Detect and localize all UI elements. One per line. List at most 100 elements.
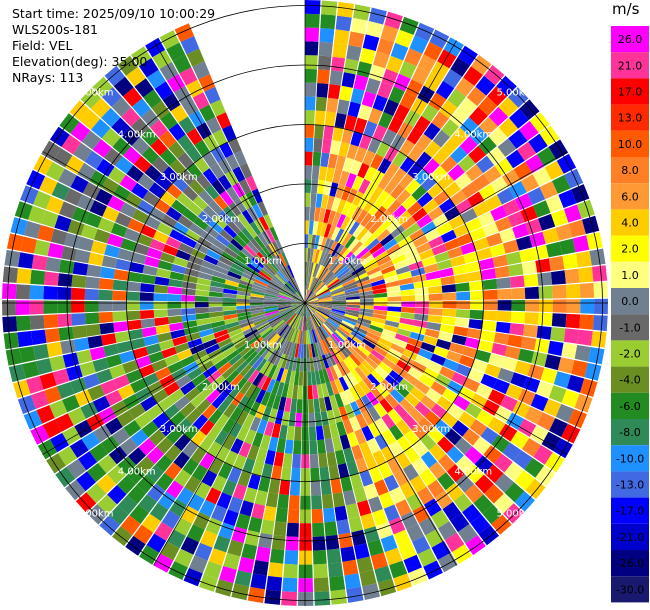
- velocity-gate: [265, 311, 280, 319]
- velocity-gate: [305, 303, 314, 314]
- range-ring-label: 4.00km: [118, 130, 156, 141]
- velocity-gate: [547, 340, 564, 356]
- velocity-gate: [130, 378, 147, 394]
- velocity-gate: [401, 295, 416, 302]
- velocity-gate: [254, 490, 268, 506]
- velocity-gate: [377, 210, 392, 225]
- velocity-gate: [550, 327, 566, 342]
- velocity-gate: [136, 233, 153, 247]
- velocity-gate: [332, 297, 347, 301]
- velocity-gate: [100, 435, 120, 454]
- velocity-gate: [238, 556, 255, 574]
- velocity-gate: [264, 421, 275, 437]
- velocity-gate: [166, 480, 184, 499]
- velocity-gate: [305, 55, 318, 70]
- velocity-gate: [222, 479, 237, 497]
- velocity-gate: [326, 256, 337, 270]
- velocity-gate: [318, 306, 332, 312]
- velocity-gate: [191, 464, 208, 482]
- velocity-gate: [335, 155, 346, 171]
- velocity-gate: [45, 161, 65, 181]
- velocity-gate: [404, 392, 420, 408]
- velocity-gate: [338, 345, 350, 359]
- velocity-gate: [186, 162, 203, 180]
- velocity-gate: [588, 347, 605, 365]
- velocity-gate: [354, 366, 367, 381]
- velocity-gate: [35, 358, 53, 375]
- velocity-gate: [555, 223, 573, 241]
- velocity-gate: [265, 244, 276, 258]
- velocity-gate: [311, 371, 317, 386]
- velocity-gate: [130, 337, 146, 350]
- velocity-gate: [429, 444, 446, 462]
- velocity-gate: [305, 275, 308, 290]
- velocity-gate: [269, 226, 279, 241]
- velocity-gate: [251, 460, 265, 477]
- velocity-gate: [294, 315, 301, 329]
- velocity-gate: [248, 353, 261, 367]
- azimuth-spoke: [304, 151, 568, 304]
- range-ring-label: 5.00km: [76, 508, 114, 519]
- velocity-gate: [258, 216, 270, 231]
- velocity-gate: [317, 290, 331, 298]
- velocity-gate: [83, 373, 100, 389]
- velocity-gate: [327, 352, 337, 366]
- velocity-gate: [236, 305, 251, 310]
- velocity-gate: [454, 273, 469, 284]
- velocity-gate: [404, 48, 423, 67]
- velocity-gate: [454, 317, 470, 328]
- velocity-gate: [428, 293, 443, 301]
- velocity-gate: [26, 170, 46, 190]
- velocity-gate: [274, 337, 285, 351]
- velocity-gate: [17, 395, 36, 415]
- range-ring-label: 1.00km: [244, 256, 282, 267]
- velocity-gate: [313, 563, 328, 579]
- velocity-gate: [425, 270, 441, 281]
- velocity-gate: [457, 524, 478, 544]
- velocity-gate: [148, 351, 164, 364]
- velocity-gate: [236, 298, 250, 303]
- velocity-gate: [79, 361, 96, 377]
- velocity-gate: [330, 313, 344, 321]
- velocity-gate: [299, 509, 312, 524]
- velocity-gate: [243, 244, 257, 257]
- velocity-gate: [324, 353, 333, 368]
- velocity-gate: [169, 271, 185, 281]
- velocity-gate: [387, 408, 402, 425]
- velocity-gate: [354, 383, 366, 398]
- velocity-gate: [277, 353, 286, 368]
- velocity-gate: [314, 124, 325, 139]
- velocity-gate: [425, 388, 442, 403]
- velocity-gate: [129, 504, 149, 524]
- velocity-gate: [263, 214, 274, 229]
- velocity-gate: [392, 150, 408, 168]
- velocity-gate: [146, 404, 163, 421]
- velocity-gate: [309, 277, 316, 291]
- velocity-gate: [225, 321, 240, 329]
- velocity-gate: [321, 339, 331, 354]
- velocity-gate: [346, 304, 360, 309]
- velocity-gate: [108, 446, 128, 465]
- velocity-gate: [267, 284, 281, 293]
- velocity-gate: [441, 316, 456, 326]
- velocity-gate: [352, 350, 365, 364]
- velocity-gate: [224, 279, 239, 287]
- colorbar-tick-label: -1.0: [619, 321, 640, 334]
- velocity-gate: [403, 554, 423, 574]
- velocity-gate: [269, 280, 282, 290]
- velocity-gate: [311, 248, 317, 263]
- velocity-gate: [250, 238, 263, 252]
- velocity-gate: [65, 155, 85, 175]
- velocity-gate: [286, 313, 297, 325]
- velocity-gate: [476, 247, 493, 261]
- velocity-gate: [343, 58, 359, 75]
- velocity-gate: [435, 339, 452, 350]
- velocity-gate: [294, 293, 305, 303]
- velocity-gate: [293, 303, 305, 312]
- velocity-gate: [216, 260, 231, 271]
- velocity-gate: [463, 66, 483, 86]
- velocity-gate: [321, 324, 332, 336]
- velocity-gate: [373, 297, 388, 302]
- velocity-gate: [70, 300, 85, 313]
- velocity-gate: [305, 96, 316, 111]
